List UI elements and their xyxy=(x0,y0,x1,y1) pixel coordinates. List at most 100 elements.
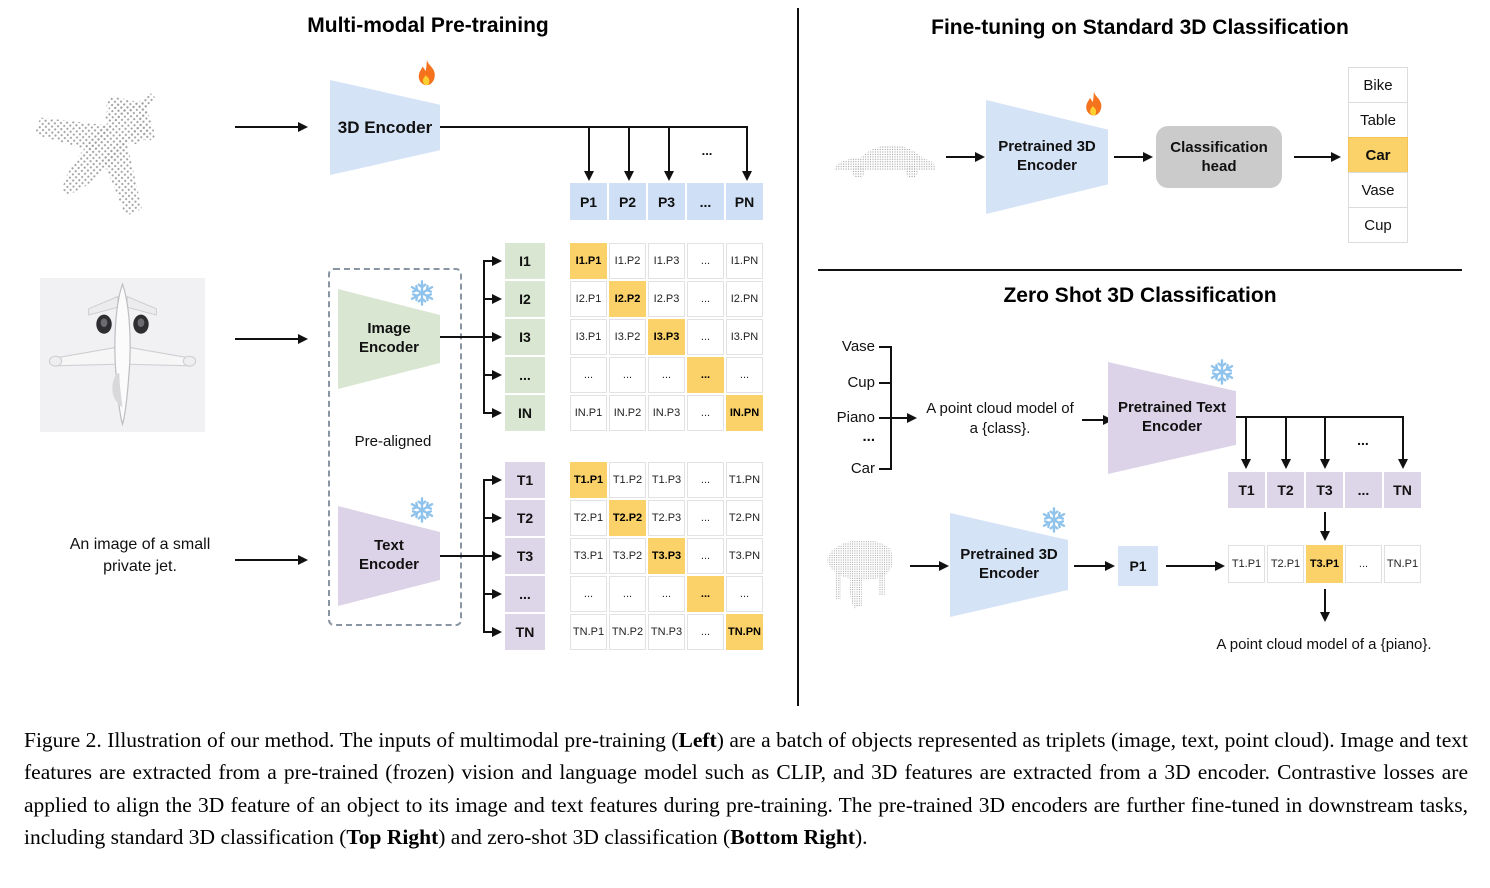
p-cell: P3 xyxy=(648,183,685,220)
matrix-cell: I3.P2 xyxy=(609,319,646,355)
pretrained-3d-encoder-line2: Encoder xyxy=(1016,157,1077,174)
3d-encoder-output-line xyxy=(440,126,748,128)
fire-icon xyxy=(1086,91,1102,116)
zs-class-cup: Cup xyxy=(847,374,875,391)
matrix-cell: ... xyxy=(687,538,724,574)
arrow-p1-to-simrow xyxy=(1166,561,1225,571)
arrow-encoder-to-p1 xyxy=(1074,561,1115,571)
zs-sim-cell: ... xyxy=(1345,545,1382,583)
zs-sim-cell: T1.P1 xyxy=(1228,545,1265,583)
matrix-cell: T1.PN xyxy=(726,462,763,498)
zs-sim-cell-highlighted: T3.P1 xyxy=(1306,545,1343,583)
zs-t-cell: ... xyxy=(1345,472,1382,508)
image-encoder-output-line xyxy=(440,336,485,338)
matrix-cell: T2.P2 xyxy=(609,500,646,536)
matrix-cell: I2.P1 xyxy=(570,281,607,317)
matrix-cell: TN.P3 xyxy=(648,614,685,650)
t-label: T2 xyxy=(505,500,545,536)
arrow-to-i-dots xyxy=(483,370,502,380)
matrix-cell: I2.P3 xyxy=(648,281,685,317)
zs-sim-cell: TN.P1 xyxy=(1384,545,1421,583)
class-item: Vase xyxy=(1348,172,1408,208)
class-list: Bike Table Car Vase Cup xyxy=(1348,67,1408,243)
arrow-to-t1 xyxy=(483,475,502,485)
arrow-to-tn xyxy=(483,627,502,637)
classification-head-block: Classification head xyxy=(1156,126,1282,188)
arrow-classes-to-prompt xyxy=(890,413,917,423)
matrix-cell: TN.P1 xyxy=(570,614,607,650)
matrix-cell: IN.P2 xyxy=(609,395,646,431)
class-tick-vase xyxy=(879,346,891,348)
zs-class-car: Car xyxy=(850,460,875,477)
class-item: Table xyxy=(1348,102,1408,138)
zs-class-vase: Vase xyxy=(841,338,875,355)
image-encoder-label-line1: Image xyxy=(367,320,411,338)
text-encoder-label-line2: Encoder xyxy=(358,556,419,573)
zs-class-piano: Piano xyxy=(836,409,875,426)
arrow-car-to-encoder xyxy=(946,152,985,162)
image-text-line2: private jet. xyxy=(103,558,177,575)
arrow-to-i1 xyxy=(483,256,502,266)
caption-segment: ). xyxy=(855,824,868,849)
i-label: IN xyxy=(505,395,545,431)
text-encoder-output-line-zs xyxy=(1236,416,1404,418)
zs-t-arrows-ellipsis: ... xyxy=(1357,432,1369,448)
3d-encoder-block: 3D Encoder xyxy=(330,80,440,175)
t-label-column: T1 T2 T3 ... TN xyxy=(505,462,545,650)
airplane-point-cloud xyxy=(34,92,157,217)
arrow-head-to-classes xyxy=(1294,152,1341,162)
arrow-to-i3 xyxy=(483,332,502,342)
zs-sim-cell: T2.P1 xyxy=(1267,545,1304,583)
zs-t-cell: T2 xyxy=(1267,472,1304,508)
classification-head-line1: Classification xyxy=(1170,138,1268,156)
arrow-simrow-to-result xyxy=(1320,589,1330,622)
matrix-cell: I1.P1 xyxy=(570,243,607,279)
pretrained-text-encoder-line2: Encoder xyxy=(1141,418,1202,435)
right-panel-divider xyxy=(818,269,1462,271)
p-feature-row: P1 P2 P3 ... PN xyxy=(570,183,763,220)
arrow-pointcloud-to-3d-encoder xyxy=(235,122,308,132)
matrix-cell: ... xyxy=(726,576,763,612)
matrix-cell: T3.P3 xyxy=(648,538,685,574)
zs-pretrained-3d-encoder-line1: Pretrained 3D xyxy=(960,546,1058,564)
t-label: ... xyxy=(505,576,545,612)
zs-t-cell: TN xyxy=(1384,472,1421,508)
image-text-line1: An image of a small xyxy=(69,536,211,553)
matrix-cell: IN.P1 xyxy=(570,395,607,431)
text-encoder-label-line1: Text xyxy=(374,537,404,555)
fire-icon xyxy=(418,59,435,86)
matrix-cell: ... xyxy=(687,462,724,498)
matrix-cell: ... xyxy=(570,576,607,612)
caption-segment-bold: Top Right xyxy=(346,824,439,849)
pre-aligned-label: Pre-aligned xyxy=(354,433,432,450)
arrow-piano-to-encoder xyxy=(910,561,949,571)
matrix-cell: ... xyxy=(609,576,646,612)
caption-segment: ) and zero-shot 3D classification ( xyxy=(438,824,731,849)
arrow-trow-to-simrow xyxy=(1320,512,1330,541)
matrix-cell: ... xyxy=(648,576,685,612)
matrix-cell: I3.PN xyxy=(726,319,763,355)
snowflake-icon xyxy=(1040,506,1068,534)
p-cell: PN xyxy=(726,183,763,220)
arrow-to-p1 xyxy=(584,128,594,181)
matrix-cell: ... xyxy=(687,500,724,536)
bottom-right-title: Zero Shot 3D Classification xyxy=(1003,284,1277,307)
text-encoder-output-line xyxy=(440,555,485,557)
matrix-cell: TN.PN xyxy=(726,614,763,650)
caption-segment-bold: Left xyxy=(678,728,717,752)
airplane-photo xyxy=(40,278,205,432)
arrow-to-zs-tn xyxy=(1398,416,1408,469)
class-tick-cup xyxy=(879,382,891,384)
p-arrows-ellipsis: ... xyxy=(701,143,713,158)
matrix-cell: T1.P1 xyxy=(570,462,607,498)
snowflake-icon xyxy=(408,279,436,307)
i-label: I1 xyxy=(505,243,545,279)
matrix-cell: ... xyxy=(687,614,724,650)
caption-segment: Figure 2. Illustration of our method. Th… xyxy=(24,728,679,752)
i-label-column: I1 I2 I3 ... IN xyxy=(505,243,545,431)
matrix-cell: T2.PN xyxy=(726,500,763,536)
arrow-to-i2 xyxy=(483,294,502,304)
matrix-cell: ... xyxy=(726,357,763,393)
matrix-cell: I1.P2 xyxy=(609,243,646,279)
